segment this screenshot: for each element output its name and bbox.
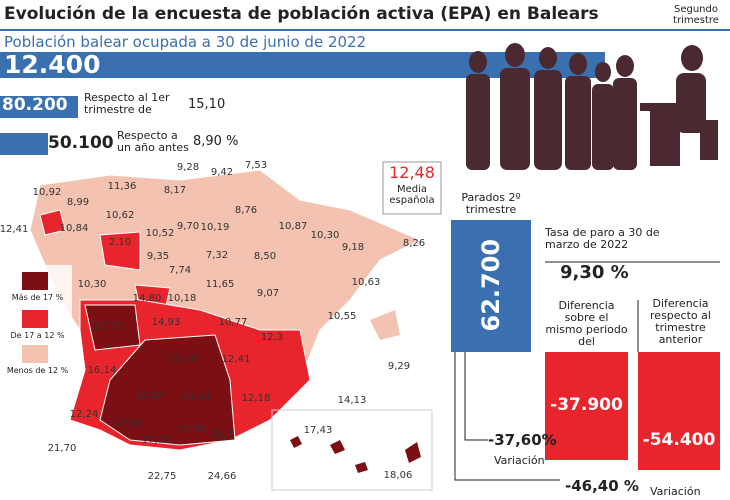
legend-label: Menos de 12 %	[6, 366, 69, 375]
national-label: Media española	[389, 184, 435, 206]
province-value: 19,64	[182, 392, 211, 403]
province-value: 10,62	[106, 210, 135, 221]
quarter-diff-pct: -46,40 %	[565, 477, 639, 495]
province-value: 8,26	[403, 238, 425, 249]
unemployed-total: 62.700	[476, 238, 505, 332]
quarter-diff-bar	[638, 352, 720, 470]
people-silhouettes	[466, 43, 718, 170]
province-value: 10,30	[311, 230, 340, 241]
year-change: 8,90 %	[193, 134, 239, 149]
year-diff-pct: -37,60%	[488, 431, 557, 449]
province-value: 12,41	[222, 354, 251, 365]
province-value: 20,67	[136, 391, 165, 402]
province-value: 17,78	[94, 321, 123, 332]
province-value: 12,24	[70, 409, 99, 420]
quarter-diff-value: -54.400	[642, 430, 716, 450]
province-value: 15,3	[211, 429, 233, 440]
year-diff-value: -37.900	[550, 395, 623, 415]
year-bar	[0, 133, 48, 155]
province-value: 9,07	[257, 288, 279, 299]
province-value: 17,43	[304, 425, 333, 436]
province-value: 11,65	[206, 279, 235, 290]
province-value: 9,29	[388, 361, 410, 372]
province-value: 12,18	[242, 393, 271, 404]
subtitle: Población balear ocupada a 30 de junio d…	[4, 33, 367, 51]
province-value: 12,41	[0, 224, 28, 235]
province-value: 11,36	[108, 181, 137, 192]
province-value: 9,18	[342, 242, 364, 253]
total: 12.400	[4, 50, 101, 79]
year-value: 50.100	[48, 133, 114, 153]
legend-label: De 17 a 12 %	[10, 331, 65, 340]
year-label: Respecto a un año antes	[117, 129, 189, 155]
unemployed-title: Parados 2º trimestre	[461, 191, 521, 217]
province-value: 14,13	[338, 395, 367, 406]
province-value: 2,10	[109, 237, 131, 248]
province-value: 16,14	[88, 365, 117, 376]
year-diff-pct-label: Variación	[494, 454, 545, 467]
quarter-change: 15,10	[188, 97, 226, 112]
province-value: 9,70	[177, 221, 199, 232]
province-value: 22,18	[177, 424, 206, 435]
province-value: 17,89	[114, 418, 143, 429]
quarter-diff-label: Diferencia respecto al trimestre anterio…	[650, 297, 711, 347]
province-value: 10,18	[168, 293, 197, 304]
province-value: 17,10	[169, 354, 198, 365]
quarter-label: Respecto al 1er trimestre de	[84, 91, 170, 117]
province-value: 9,28	[177, 162, 199, 173]
year-diff-bar	[545, 352, 628, 460]
national-box	[382, 161, 442, 215]
province-value: 7,74	[169, 265, 191, 276]
province-value: 21,70	[48, 443, 77, 454]
province-value: 10,84	[60, 223, 89, 234]
province-value: 9,35	[147, 251, 169, 262]
province-value: 10,55	[328, 311, 357, 322]
province-value: 10,87	[279, 221, 308, 232]
year-diff-label: Diferencia sobre el mismo periodo del	[545, 300, 628, 349]
legend-label: Más de 17 %	[11, 293, 64, 302]
province-value: 8,50	[254, 251, 276, 262]
province-value: 10,92	[33, 187, 62, 198]
province-value: 14,80	[133, 293, 162, 304]
map-shapes	[29, 169, 433, 491]
province-value: 18,06	[384, 470, 413, 481]
title: Evolución de la encuesta de población ac…	[4, 4, 599, 24]
province-value: 7,32	[206, 250, 228, 261]
province-value: 14,93	[152, 317, 181, 328]
province-value: 7,53	[245, 160, 267, 171]
unemployed-bar	[451, 220, 531, 352]
province-value: 12,3	[261, 332, 283, 343]
province-value: 10,52	[146, 228, 175, 239]
province-value: 24,66	[208, 471, 237, 482]
connector-lines	[454, 352, 560, 481]
rate: 9,30 %	[560, 262, 629, 283]
national-value: 12,48	[389, 163, 435, 182]
rate-label: Tasa de paro a 30 de marzo de 2022	[545, 226, 660, 252]
province-value: 10,30	[78, 279, 107, 290]
province-value: 22,75	[148, 471, 177, 482]
province-value: 17,76	[142, 435, 171, 446]
quarter-diff-pct-label: Variación	[650, 485, 701, 498]
legend	[2, 265, 72, 380]
province-value: 9,42	[211, 167, 233, 178]
quarter-value: 80.200	[2, 95, 68, 115]
province-value: 10,77	[219, 317, 248, 328]
province-value: 8,76	[235, 205, 257, 216]
province-value: 10,19	[201, 222, 230, 233]
province-value: 8,17	[164, 185, 186, 196]
quarter-bar	[0, 96, 78, 118]
province-value: 10,63	[352, 277, 381, 288]
period: Segundo trimestre	[673, 4, 719, 26]
province-value: 8,99	[67, 197, 89, 208]
